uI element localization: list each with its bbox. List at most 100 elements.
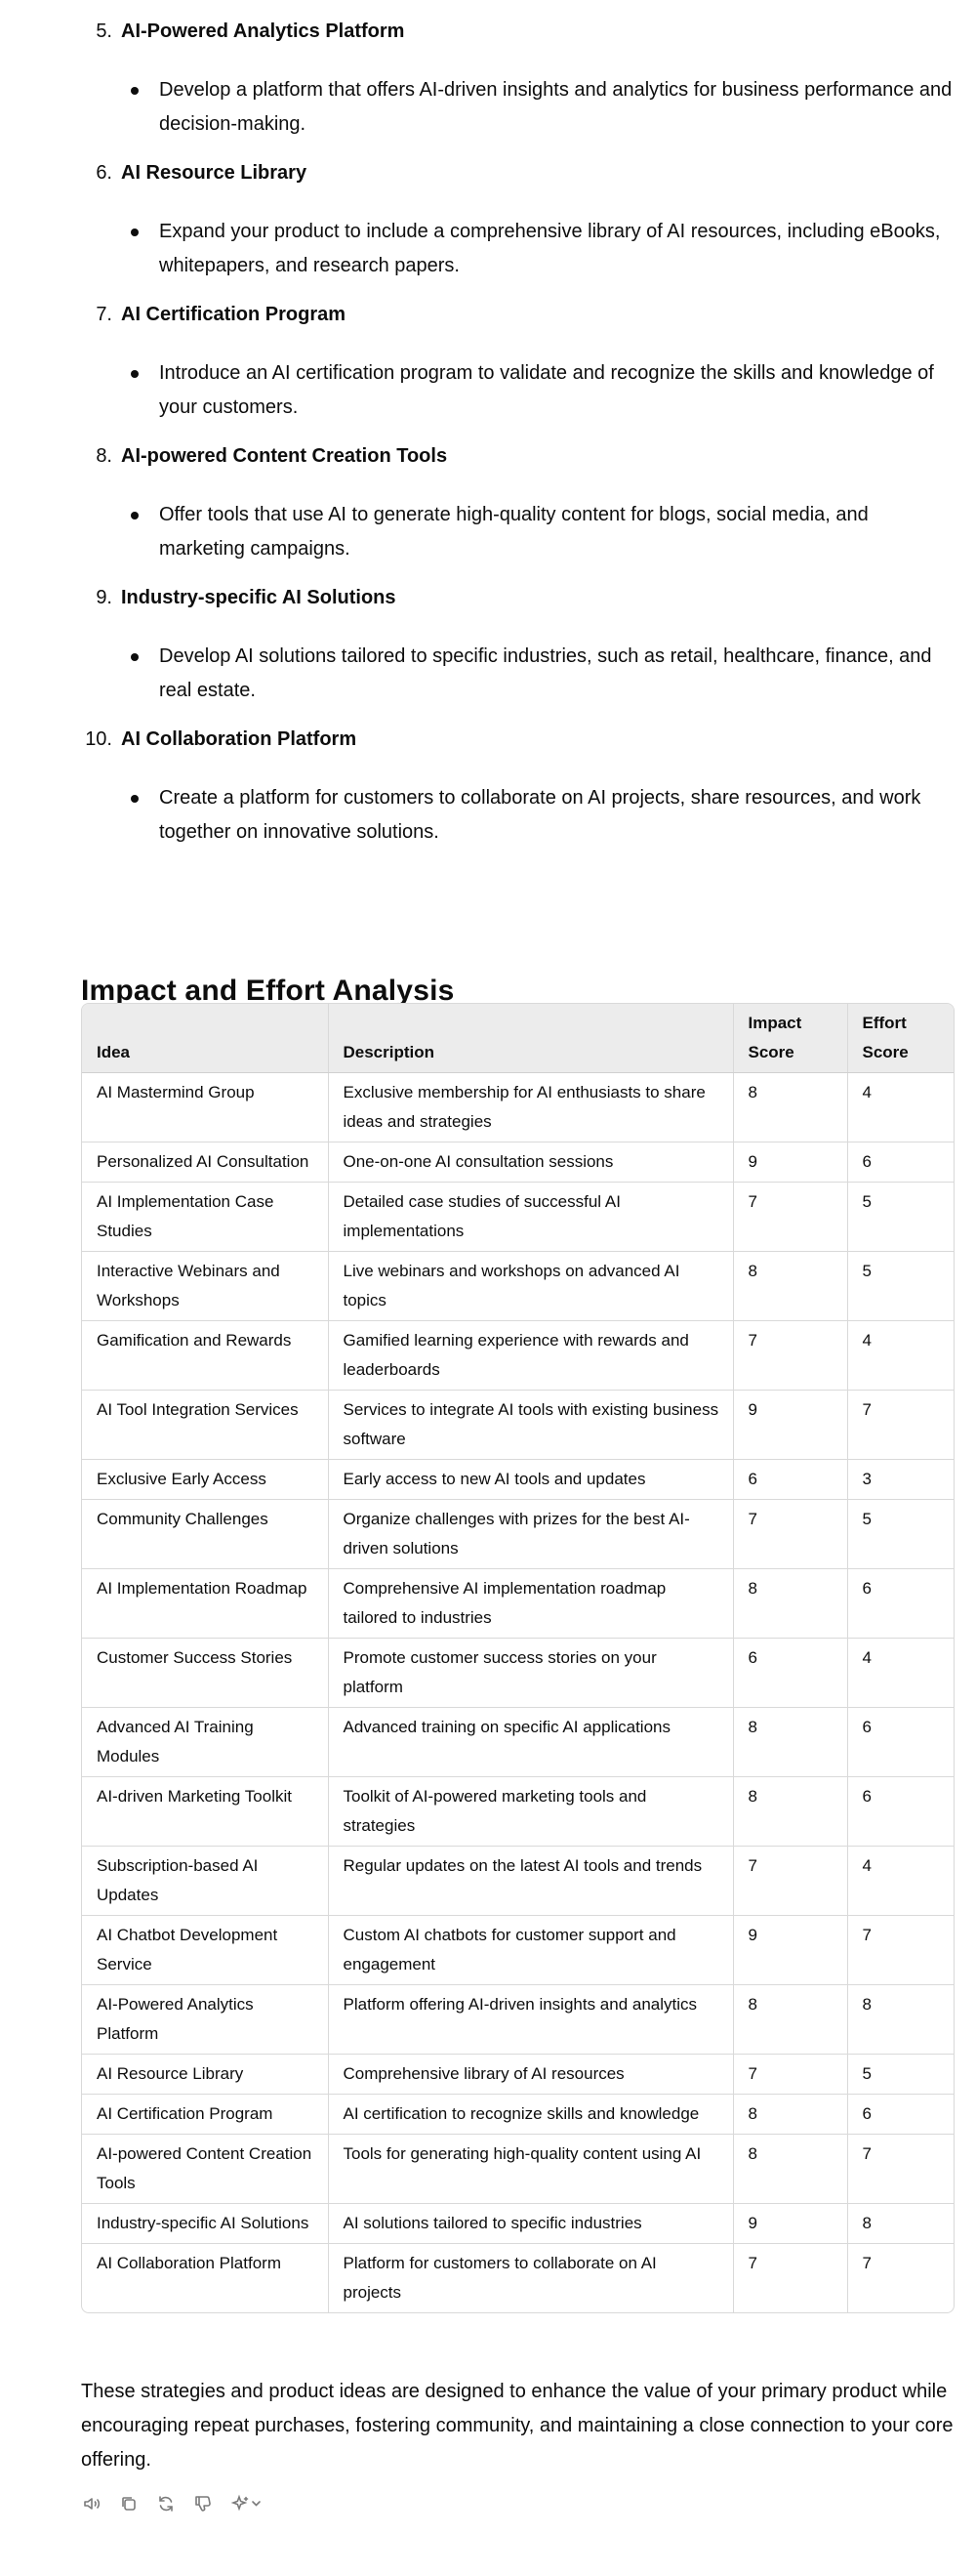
cell-impact: 8 <box>733 1984 848 2055</box>
bullet-dot-icon <box>131 795 139 803</box>
idea-number: 5. <box>96 21 112 42</box>
cell-idea: AI Implementation Case Studies <box>82 1182 329 1252</box>
table-body: AI Mastermind Group Exclusive membership … <box>82 1072 954 2312</box>
header-effort-score: Effort Score <box>847 1004 954 1073</box>
cell-effort: 6 <box>847 1776 954 1847</box>
cell-effort: 8 <box>847 2203 954 2244</box>
idea-bullet: Expand your product to include a compreh… <box>131 215 959 283</box>
cell-impact: 9 <box>733 1390 848 1460</box>
cell-impact: 6 <box>733 1459 848 1500</box>
table-row: AI-Powered Analytics Platform Platform of… <box>82 1984 954 2055</box>
cell-idea: Subscription-based AI Updates <box>82 1846 329 1916</box>
cell-description: Toolkit of AI-powered marketing tools an… <box>328 1776 734 1847</box>
cell-description: Early access to new AI tools and updates <box>328 1459 734 1500</box>
cell-idea: AI-driven Marketing Toolkit <box>82 1776 329 1847</box>
table-row: AI Collaboration Platform Platform for cu… <box>82 2243 954 2312</box>
cell-description: One-on-one AI consultation sessions <box>328 1142 734 1183</box>
table-row: AI-driven Marketing Toolkit Toolkit of AI… <box>82 1776 954 1847</box>
idea-bullet-text: Introduce an AI certification program to… <box>159 362 934 418</box>
table-row: AI Implementation Roadmap Comprehensive A… <box>82 1568 954 1639</box>
idea-bullet-text: Develop AI solutions tailored to specifi… <box>159 645 932 701</box>
read-aloud-button[interactable] <box>81 2493 102 2514</box>
cell-impact: 8 <box>733 2134 848 2204</box>
idea-bullet-text: Expand your product to include a compreh… <box>159 221 941 276</box>
cell-description: Organize challenges with prizes for the … <box>328 1499 734 1569</box>
copy-icon <box>122 2497 136 2511</box>
bullet-dot-icon <box>131 512 139 519</box>
idea-item: 5. AI-Powered Analytics Platform Develop a… <box>81 15 962 142</box>
bullet-dot-icon <box>131 87 139 95</box>
copy-button[interactable] <box>118 2493 140 2514</box>
cell-impact: 8 <box>733 1776 848 1847</box>
cell-effort: 3 <box>847 1459 954 1500</box>
table-header-row: Idea Description Impact Score Effort Sco… <box>82 1004 954 1073</box>
cell-idea: AI-powered Content Creation Tools <box>82 2134 329 2204</box>
read-aloud-icon <box>84 2498 101 2510</box>
message-actions <box>81 2493 263 2514</box>
cell-impact: 7 <box>733 1320 848 1391</box>
cell-description: AI solutions tailored to specific indust… <box>328 2203 734 2244</box>
cell-description: Services to integrate AI tools with exis… <box>328 1390 734 1460</box>
cell-idea: Advanced AI Training Modules <box>82 1707 329 1777</box>
cell-idea: AI Mastermind Group <box>82 1072 329 1143</box>
idea-number: 8. <box>96 445 112 467</box>
cell-description: Regular updates on the latest AI tools a… <box>328 1846 734 1916</box>
idea-item: 9. Industry-specific AI Solutions Develop … <box>81 581 962 708</box>
cell-impact: 9 <box>733 1915 848 1985</box>
cell-idea: AI-Powered Analytics Platform <box>82 1984 329 2055</box>
idea-title: AI Collaboration Platform <box>121 728 357 750</box>
cell-effort: 8 <box>847 1984 954 2055</box>
cell-effort: 6 <box>847 1568 954 1639</box>
cell-idea: Exclusive Early Access <box>82 1459 329 1500</box>
idea-item: 8. AI-powered Content Creation Tools Offer… <box>81 439 962 566</box>
cell-impact: 8 <box>733 1568 848 1639</box>
header-idea: Idea <box>82 1004 329 1073</box>
cell-description: Tools for generating high-quality conten… <box>328 2134 734 2204</box>
table-row: AI-powered Content Creation Tools Tools f… <box>82 2134 954 2204</box>
cell-idea: AI Implementation Roadmap <box>82 1568 329 1639</box>
idea-number: 10. <box>85 728 112 750</box>
idea-bullet: Introduce an AI certification program to… <box>131 356 959 425</box>
analysis-table: Idea Description Impact Score Effort Sco… <box>81 1003 955 2313</box>
cell-description: Detailed case studies of successful AI i… <box>328 1182 734 1252</box>
cell-impact: 8 <box>733 1707 848 1777</box>
cell-impact: 9 <box>733 2203 848 2244</box>
regenerate-button[interactable] <box>155 2493 177 2514</box>
cell-idea: Gamification and Rewards <box>82 1320 329 1391</box>
table-row: Advanced AI Training Modules Advanced tra… <box>82 1707 954 1777</box>
table-row: Community Challenges Organize challenges … <box>82 1499 954 1569</box>
table-row: AI Tool Integration Services Services to … <box>82 1390 954 1460</box>
cell-description: Promote customer success stories on your… <box>328 1638 734 1708</box>
cell-effort: 7 <box>847 1390 954 1460</box>
idea-title: AI Certification Program <box>121 304 346 325</box>
cell-description: Exclusive membership for AI enthusiasts … <box>328 1072 734 1143</box>
idea-bullet: Create a platform for customers to colla… <box>131 781 959 850</box>
idea-item: 10. AI Collaboration Platform Create a pla… <box>81 723 962 850</box>
cell-impact: 8 <box>733 1251 848 1321</box>
cell-idea: AI Tool Integration Services <box>82 1390 329 1460</box>
bad-response-button[interactable] <box>192 2493 214 2514</box>
cell-description: Platform for customers to collaborate on… <box>328 2243 734 2312</box>
cell-effort: 5 <box>847 1251 954 1321</box>
idea-title: Industry-specific AI Solutions <box>121 587 396 608</box>
bullet-dot-icon <box>131 370 139 378</box>
idea-item: 7. AI Certification Program Introduce an A… <box>81 298 962 425</box>
closing-paragraph: These strategies and product ideas are d… <box>81 2381 954 2471</box>
cell-impact: 8 <box>733 2094 848 2135</box>
table-row: Interactive Webinars and Workshops Live w… <box>82 1251 954 1321</box>
cell-effort: 4 <box>847 1638 954 1708</box>
cell-idea: AI Certification Program <box>82 2094 329 2135</box>
cell-impact: 6 <box>733 1638 848 1708</box>
idea-bullet: Develop AI solutions tailored to specifi… <box>131 640 959 708</box>
cell-impact: 7 <box>733 1499 848 1569</box>
header-description: Description <box>328 1004 734 1073</box>
cell-impact: 7 <box>733 2054 848 2095</box>
idea-heading: 7. AI Certification Program <box>81 298 962 332</box>
switch-model-button[interactable] <box>229 2493 263 2514</box>
cell-description: Live webinars and workshops on advanced … <box>328 1251 734 1321</box>
cell-effort: 7 <box>847 2134 954 2204</box>
cell-effort: 6 <box>847 2094 954 2135</box>
cell-description: Platform offering AI-driven insights and… <box>328 1984 734 2055</box>
idea-title: AI Resource Library <box>121 162 307 184</box>
idea-heading: 10. AI Collaboration Platform <box>81 723 962 757</box>
